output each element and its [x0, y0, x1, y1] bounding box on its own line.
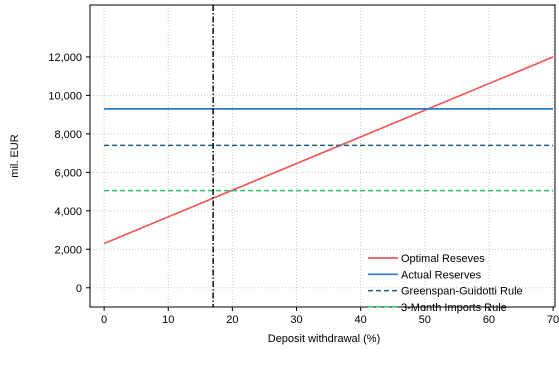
x-tick-label: 60	[483, 314, 495, 326]
ticks: 0 10 20 30 40 50 60 70 0 2,000 4,000 6,000 8,000 10,0…	[48, 52, 559, 326]
x-tick-label: 70	[547, 314, 559, 326]
legend-label: Actual Reserves	[401, 269, 482, 281]
x-tick-label: 10	[162, 314, 174, 326]
series-layer	[103, 5, 554, 307]
grid	[90, 5, 555, 307]
x-tick-label: 0	[101, 314, 107, 326]
plot-frame	[89, 4, 556, 308]
y-tick-label: 8,000	[54, 129, 82, 141]
x-axis-label: Deposit withdrawal (%)	[268, 333, 380, 345]
series-line-1	[103, 56, 554, 245]
y-axis-label: mil. EUR	[9, 134, 21, 177]
legend-label: Optimal Reseves	[401, 253, 485, 265]
x-tick-label: 30	[290, 314, 302, 326]
y-tick-label: 2,000	[54, 244, 82, 256]
y-tick-label: 12,000	[48, 52, 82, 64]
x-tick-label: 50	[419, 314, 431, 326]
y-tick-label: 10,000	[48, 90, 82, 102]
y-tick-label: 6,000	[54, 167, 82, 179]
legend-label: 3-Month Imports Rule	[401, 302, 507, 314]
legend: Optimal Reseves Actual Reserves Greenspan-…	[368, 253, 523, 314]
y-tick-label: 0	[76, 283, 82, 295]
y-tick-label: 4,000	[54, 206, 82, 218]
legend-label: Greenspan-Guidotti Rule	[401, 286, 523, 298]
x-tick-label: 40	[355, 314, 367, 326]
x-tick-label: 20	[226, 314, 238, 326]
